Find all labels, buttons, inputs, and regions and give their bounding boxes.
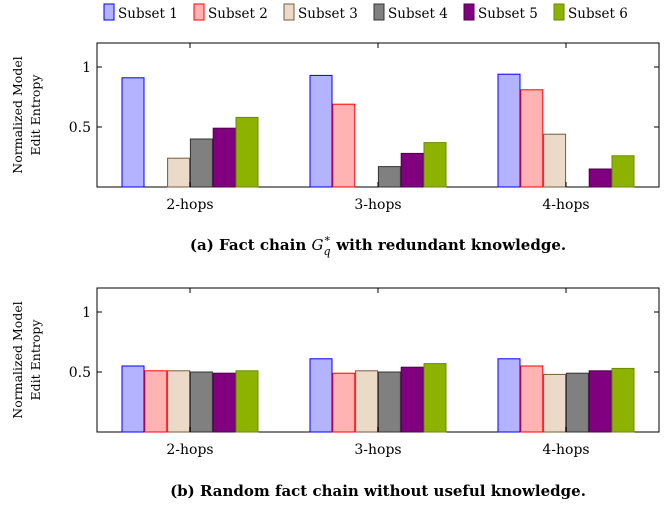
y-axis-label-line1: Normalized Model — [10, 56, 25, 173]
bar — [332, 103, 356, 188]
legend-swatch — [463, 3, 475, 21]
legend-swatch — [193, 3, 205, 21]
legend-swatch — [283, 3, 295, 21]
bar — [212, 127, 236, 188]
bar — [611, 155, 635, 188]
bar — [167, 157, 191, 188]
y-axis-label: Normalized Model Edit Entropy — [10, 301, 43, 418]
y-axis-label-line2: Edit Entropy — [28, 74, 43, 156]
bar — [144, 370, 168, 433]
bar — [309, 358, 333, 433]
bar — [423, 363, 447, 433]
legend-item: Subset 1 — [103, 3, 178, 22]
bar — [309, 74, 333, 188]
legend-label: Subset 5 — [478, 6, 538, 22]
legend-item: Subset 2 — [193, 3, 268, 22]
bar — [167, 370, 191, 433]
chart-b: Normalized Model Edit Entropy 0.5 1 2-hops… — [10, 287, 660, 500]
bar — [377, 166, 401, 188]
legend-item: Subset 3 — [283, 3, 358, 22]
x-tick-label: 2-hops — [166, 442, 213, 458]
caption-a: (a) Fact chain Gq∗ with redundant knowle… — [190, 232, 566, 258]
bar — [121, 365, 145, 433]
caption-b: (b) Random fact chain without useful kno… — [170, 482, 586, 500]
x-tick-label: 2-hops — [166, 197, 213, 213]
bar — [212, 372, 236, 433]
bar — [543, 133, 567, 188]
bar — [400, 152, 424, 188]
legend: Subset 1 Subset 2 Subset 3 Subset 4 Subset 5… — [103, 3, 628, 22]
bar — [497, 73, 521, 188]
bar — [235, 370, 259, 433]
y-tick-label: 1 — [82, 60, 91, 76]
legend-item: Subset 4 — [373, 3, 448, 22]
bar — [497, 358, 521, 433]
y-axis-label-line1: Normalized Model — [10, 301, 25, 418]
bar — [332, 372, 356, 433]
legend-label: Subset 4 — [388, 6, 448, 22]
y-tick-label: 0.5 — [69, 365, 91, 381]
x-tick-label: 3-hops — [354, 442, 401, 458]
x-tick-label: 4-hops — [542, 442, 589, 458]
bar — [611, 367, 635, 433]
y-tick-label: 1 — [82, 305, 91, 321]
bar — [543, 373, 567, 433]
legend-swatch — [553, 3, 565, 21]
x-tick-label: 3-hops — [354, 197, 401, 213]
bar — [520, 365, 544, 433]
chart-a: Normalized Model Edit Entropy 0.5 1 2-hops… — [10, 42, 660, 258]
bar — [588, 370, 612, 433]
bar — [423, 142, 447, 188]
bar — [565, 372, 589, 433]
bar — [189, 138, 213, 188]
bar — [121, 77, 145, 188]
bar — [520, 89, 544, 188]
x-tick-label: 4-hops — [542, 197, 589, 213]
bar — [189, 371, 213, 433]
legend-swatch — [373, 3, 385, 21]
legend-label: Subset 1 — [118, 6, 178, 22]
bar — [355, 370, 379, 433]
legend-label: Subset 2 — [208, 6, 268, 22]
legend-swatch — [103, 3, 115, 21]
bar — [377, 371, 401, 433]
y-axis-label: Normalized Model Edit Entropy — [10, 56, 43, 173]
legend-item: Subset 6 — [553, 3, 628, 22]
legend-label: Subset 3 — [298, 6, 358, 22]
legend-label: Subset 6 — [568, 6, 628, 22]
bar — [588, 168, 612, 188]
bar — [235, 116, 259, 188]
legend-item: Subset 5 — [463, 3, 538, 22]
y-tick-label: 0.5 — [69, 120, 91, 136]
bar — [400, 366, 424, 433]
y-axis-label-line2: Edit Entropy — [28, 319, 43, 401]
